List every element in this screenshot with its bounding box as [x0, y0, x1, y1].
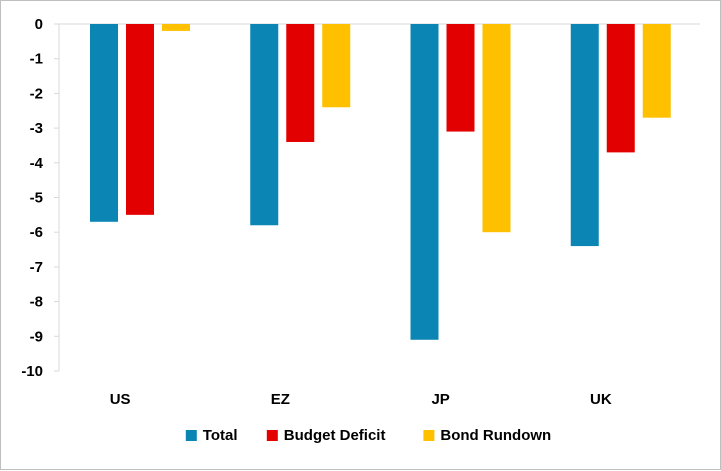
bar-total-us	[90, 24, 118, 222]
y-tick-label: -2	[30, 85, 43, 102]
y-tick-label: -1	[30, 51, 43, 68]
y-axis: 0 -1 -2 -3 -4 -5 -6 -7 -8 -9 -10	[21, 16, 60, 380]
x-axis: US EZ JP UK	[110, 391, 612, 408]
y-tick-label: 0	[35, 16, 43, 33]
bar-total-ez	[250, 24, 279, 226]
legend-label-bond-rundown: Bond Rundown	[440, 427, 551, 444]
y-tick-label: -10	[21, 363, 43, 380]
legend-swatch-bond-rundown	[423, 430, 435, 441]
legend-label-total: Total	[203, 427, 238, 444]
y-tick-label: -8	[30, 294, 43, 311]
bar-bond-rundown-uk	[642, 24, 671, 118]
legend-label-budget-deficit: Budget Deficit	[284, 427, 386, 444]
bar-budget-deficit-uk	[606, 24, 635, 153]
y-tick-label: -7	[30, 259, 43, 276]
y-tick-label: -6	[30, 224, 43, 241]
bar-total-jp	[410, 24, 439, 340]
y-tick-label: -9	[30, 328, 43, 345]
bar-bond-rundown-ez	[322, 24, 351, 108]
bar-budget-deficit-us	[126, 24, 154, 215]
legend: Total Budget Deficit Bond Rundown	[185, 427, 551, 444]
x-tick-label: EZ	[271, 391, 290, 408]
bar-bond-rundown-us	[162, 24, 190, 31]
bar-bond-rundown-jp	[482, 24, 511, 233]
x-tick-label: JP	[431, 391, 449, 408]
y-tick-label: -4	[30, 155, 44, 172]
bar-budget-deficit-jp	[446, 24, 475, 132]
bar-total-uk	[570, 24, 599, 247]
bar-budget-deficit-ez	[286, 24, 315, 142]
legend-swatch-total	[185, 430, 197, 441]
y-tick-label: -3	[30, 120, 43, 137]
bars	[59, 23, 700, 340]
x-tick-label: UK	[590, 391, 612, 408]
y-tick-label: -5	[30, 190, 43, 207]
x-tick-label: US	[110, 391, 131, 408]
legend-swatch-budget-deficit	[266, 430, 278, 441]
